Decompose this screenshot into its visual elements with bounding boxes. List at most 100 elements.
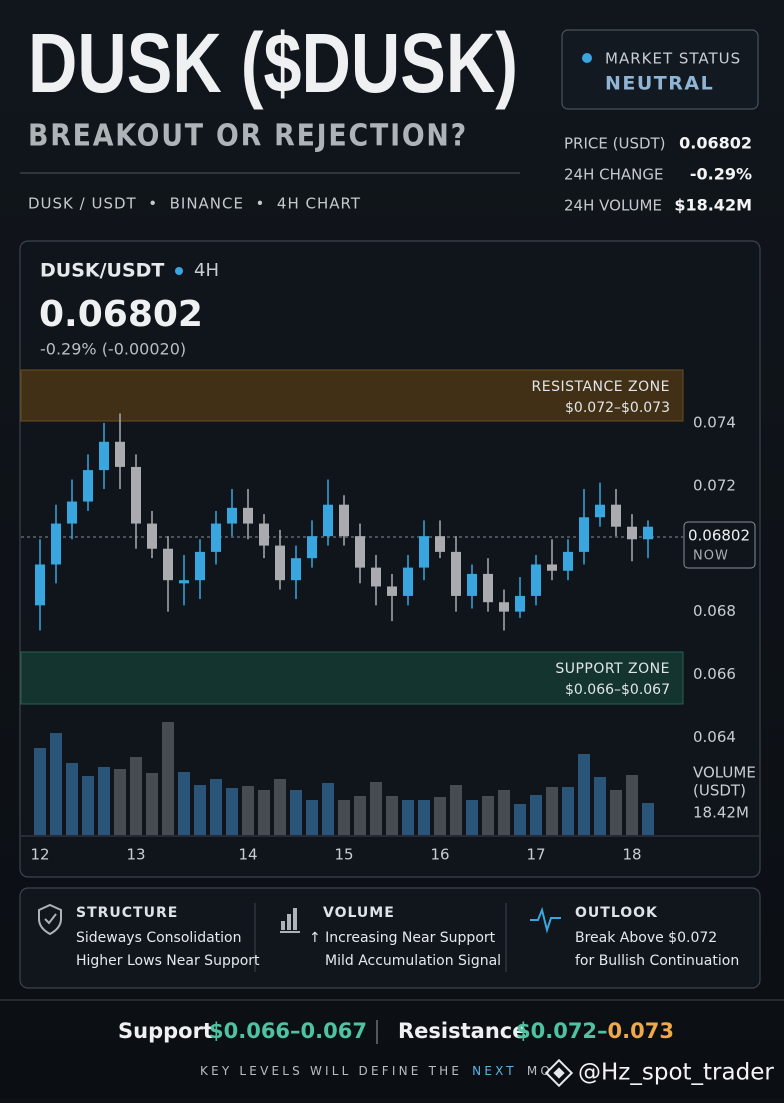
- volume-bar: [402, 800, 414, 835]
- volume-bar: [434, 797, 446, 835]
- candle-body: [51, 523, 61, 565]
- candle-body: [339, 504, 349, 537]
- volume-bar: [642, 803, 654, 835]
- status-dot: [582, 53, 592, 63]
- volume-bar: [50, 733, 62, 835]
- volume-total: 18.42M: [693, 804, 749, 822]
- volume-bar: [98, 767, 110, 835]
- volume-bar: [386, 796, 398, 835]
- now-label: NOW: [693, 549, 729, 564]
- panel-title: VOLUME: [323, 905, 395, 921]
- volume-bar: [178, 772, 190, 835]
- footer-resistance-label: Resistance: [398, 1019, 526, 1043]
- x-tick-label: 12: [30, 846, 49, 864]
- watermark-icon: [544, 1058, 574, 1088]
- volume-bar: [274, 779, 286, 835]
- candle-body: [211, 523, 221, 552]
- candle-body: [611, 504, 621, 527]
- volume-bar: [34, 748, 46, 835]
- volume-bar: [338, 800, 350, 835]
- candle-body: [451, 551, 461, 596]
- symbol-dot: [175, 267, 183, 275]
- candle-body: [307, 536, 317, 559]
- candle-body: [515, 595, 525, 612]
- candle-body: [483, 573, 493, 603]
- volume-bar: [498, 790, 510, 835]
- x-tick-label: 16: [430, 846, 449, 864]
- candle-body: [355, 536, 365, 568]
- candle-body: [67, 501, 77, 524]
- candle-body: [275, 545, 285, 581]
- resistance-low: $0.072–: [516, 1019, 608, 1043]
- candle-body: [115, 441, 125, 467]
- resistance-range: $0.072–$0.073: [565, 400, 670, 416]
- volume-bar: [594, 777, 606, 835]
- volume-bar: [66, 763, 78, 835]
- volume-bar: [242, 786, 254, 835]
- chart-symbol: DUSK/USDT: [40, 260, 164, 282]
- volume-bar: [530, 795, 542, 835]
- stat-label: 24H CHANGE: [564, 166, 663, 184]
- x-tick-label: 17: [526, 846, 545, 864]
- stat-label: 24H VOLUME: [564, 197, 662, 215]
- volume-bar: [562, 787, 574, 835]
- volume-bar: [130, 757, 142, 835]
- candle-body: [291, 558, 301, 581]
- shield-icon: [38, 903, 62, 936]
- candle-body: [547, 564, 557, 571]
- volume-unit: (USDT): [693, 782, 746, 800]
- footer-resistance-range: $0.072–0.073: [516, 1019, 674, 1043]
- y-tick-label: 0.068: [693, 602, 736, 620]
- volume-bar: [450, 785, 462, 835]
- resistance-label: RESISTANCE ZONE: [532, 379, 671, 395]
- footer-support-label: Support: [118, 1019, 213, 1043]
- candle-body: [147, 523, 157, 549]
- panel-title: STRUCTURE: [76, 905, 178, 921]
- candle-body: [243, 507, 253, 524]
- support-range: $0.066–$0.067: [565, 682, 670, 698]
- footer-support-range: $0.066–0.067: [209, 1019, 367, 1043]
- stat-value: 0.06802: [679, 134, 752, 153]
- candle-body: [643, 526, 653, 540]
- chart-price: 0.06802: [39, 294, 203, 335]
- volume-bar: [162, 722, 174, 835]
- candle-body: [99, 441, 109, 471]
- watermark: @Hz_spot_trader: [578, 1060, 774, 1086]
- candle-body: [227, 507, 237, 524]
- panel-line: Higher Lows Near Support: [76, 953, 260, 969]
- y-tick-label: 0.074: [693, 413, 736, 431]
- title: DUSK ($DUSK): [28, 16, 518, 110]
- tagline: KEY LEVELS WILL DEFINE THE NEXT MO: [200, 1064, 553, 1078]
- subtitle: BREAKOUT OR REJECTION?: [28, 119, 468, 154]
- candle-body: [259, 523, 269, 546]
- support-label: SUPPORT ZONE: [555, 661, 670, 677]
- panel-title: OUTLOOK: [575, 905, 658, 921]
- volume-bar: [370, 782, 382, 835]
- bars-icon: [280, 908, 300, 933]
- volume-bar: [210, 779, 222, 835]
- x-tick-label: 14: [238, 846, 257, 864]
- candle-body: [627, 526, 637, 540]
- volume-bar: [114, 769, 126, 835]
- volume-label: VOLUME: [693, 764, 756, 782]
- candle-body: [419, 536, 429, 568]
- panel-line: Mild Accumulation Signal: [325, 953, 501, 969]
- candle-body: [435, 536, 445, 552]
- now-price: 0.06802: [688, 527, 750, 545]
- panel-line: Break Above $0.072: [575, 930, 717, 946]
- panel-line: ↑ Increasing Near Support: [309, 930, 496, 946]
- panel-line: Sideways Consolidation: [76, 930, 241, 946]
- candle-body: [179, 580, 189, 584]
- volume-bar: [546, 787, 558, 835]
- candle-body: [499, 602, 509, 612]
- volume-bar: [418, 800, 430, 835]
- candle-body: [467, 573, 477, 596]
- volume-bar: [354, 796, 366, 835]
- candle-body: [195, 551, 205, 581]
- resistance-zone: [20, 369, 684, 422]
- volume-bar: [322, 783, 334, 835]
- candle-body: [387, 586, 397, 596]
- support-zone: [20, 651, 684, 705]
- volume-bar: [466, 800, 478, 835]
